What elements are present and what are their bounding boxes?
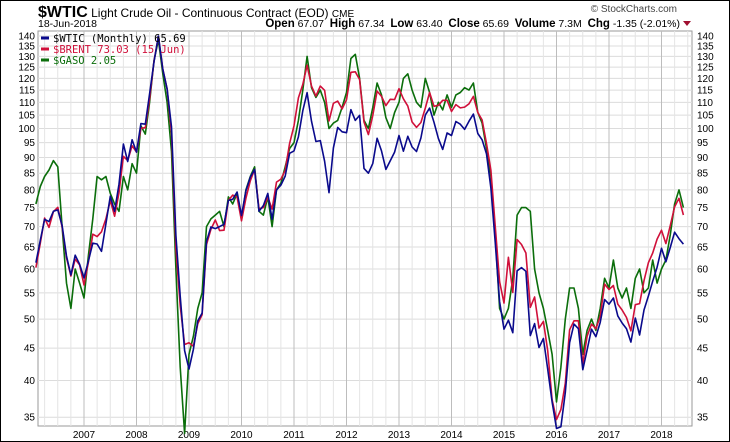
y-tick-label-right: 70 bbox=[697, 222, 709, 233]
y-tick-label-right: 100 bbox=[697, 124, 714, 135]
y-tick-label-right: 90 bbox=[697, 153, 709, 164]
x-tick-label: 2011 bbox=[283, 430, 305, 441]
series-line-brent bbox=[35, 35, 685, 421]
y-tick-label-left: 105 bbox=[18, 111, 35, 122]
y-tick-label-left: 65 bbox=[24, 242, 36, 253]
y-tick-label-left: 55 bbox=[24, 288, 36, 299]
chart-date: 18-Jun-2018 bbox=[38, 18, 97, 30]
x-tick-label: 2016 bbox=[545, 430, 568, 441]
y-tick-label-right: 120 bbox=[697, 74, 714, 85]
y-tick-label-left: 35 bbox=[24, 413, 36, 424]
y-tick-label-right: 110 bbox=[697, 98, 713, 109]
y-tick-label-left: 100 bbox=[18, 124, 35, 135]
change-label: Chg bbox=[587, 18, 610, 30]
down-triangle-icon bbox=[683, 21, 691, 26]
x-tick-label: 2007 bbox=[73, 430, 96, 441]
y-tick-label-right: 75 bbox=[697, 203, 709, 214]
y-tick-label-left: 70 bbox=[24, 222, 36, 233]
y-tick-label-left: 40 bbox=[24, 376, 36, 387]
legend-entry: $GASO 2.05 bbox=[53, 55, 116, 67]
x-tick-label: 2010 bbox=[230, 430, 253, 441]
y-tick-label-left: 130 bbox=[18, 52, 35, 63]
x-tick-label: 2009 bbox=[178, 430, 201, 441]
y-tick-label-left: 50 bbox=[24, 315, 36, 326]
close-value: 65.69 bbox=[482, 18, 509, 30]
x-tick-label: 2012 bbox=[335, 430, 358, 441]
y-tick-label-left: 80 bbox=[24, 185, 36, 196]
instrument-name: Light Crude Oil - Continuous Contract (E… bbox=[91, 6, 329, 20]
high-value: 67.34 bbox=[358, 18, 385, 30]
y-tick-label-right: 50 bbox=[697, 315, 709, 326]
y-tick-label-left: 120 bbox=[18, 74, 35, 85]
legend-entry: $BRENT 73.03 (15 Jun) bbox=[53, 44, 186, 56]
y-tick-label-right: 65 bbox=[697, 242, 709, 253]
y-tick-label-right: 35 bbox=[697, 413, 709, 424]
volume-label: Volume bbox=[514, 18, 556, 30]
y-tick-label-right: 130 bbox=[697, 52, 714, 63]
series-line-wtic bbox=[35, 35, 685, 430]
y-tick-label-left: 45 bbox=[24, 344, 36, 355]
y-tick-label-right: 85 bbox=[697, 169, 709, 180]
legend-entry: $WTIC (Monthly) 65.69 bbox=[53, 33, 186, 45]
x-tick-label: 2017 bbox=[598, 430, 621, 441]
y-tick-label-right: 140 bbox=[697, 32, 714, 43]
copyright: © StockCharts.com bbox=[590, 4, 677, 15]
y-tick-label-right: 105 bbox=[697, 111, 714, 122]
y-tick-label-left: 75 bbox=[24, 203, 36, 214]
chart-title: $WTIC Light Crude Oil - Continuous Contr… bbox=[38, 4, 354, 22]
y-tick-label-left: 90 bbox=[24, 153, 36, 164]
y-tick-label-left: 125 bbox=[18, 63, 35, 74]
y-tick-label-right: 55 bbox=[697, 288, 709, 299]
y-tick-label-right: 80 bbox=[697, 185, 709, 196]
high-label: High bbox=[329, 18, 356, 30]
low-value: 63.40 bbox=[416, 18, 443, 30]
y-tick-label-left: 110 bbox=[19, 98, 35, 109]
price-stats: Open 67.07 High 67.34 Low 63.40 Close 65… bbox=[265, 18, 691, 30]
y-tick-label-right: 115 bbox=[697, 86, 713, 97]
y-tick-label-right: 135 bbox=[697, 42, 714, 53]
exchange: CME bbox=[331, 9, 355, 20]
y-tick-label-left: 95 bbox=[24, 138, 36, 149]
y-tick-label-left: 115 bbox=[19, 86, 35, 97]
volume-value: 7.3M bbox=[558, 18, 582, 30]
x-tick-label: 2008 bbox=[125, 430, 148, 441]
low-label: Low bbox=[390, 18, 414, 30]
change-value: -1.35 (-2.01%) bbox=[612, 18, 680, 30]
y-tick-label-right: 45 bbox=[697, 344, 709, 355]
y-tick-label-left: 60 bbox=[24, 265, 36, 276]
y-tick-label-right: 40 bbox=[697, 376, 709, 387]
x-tick-label: 2013 bbox=[388, 430, 411, 441]
symbol: $WTIC bbox=[38, 4, 88, 21]
y-tick-label-left: 85 bbox=[24, 169, 36, 180]
open-value: 67.07 bbox=[297, 18, 324, 30]
x-tick-label: 2018 bbox=[650, 430, 673, 441]
open-label: Open bbox=[265, 18, 295, 30]
y-tick-label-left: 135 bbox=[18, 42, 35, 53]
y-tick-label-left: 140 bbox=[18, 32, 35, 43]
close-label: Close bbox=[448, 18, 480, 30]
y-tick-label-right: 125 bbox=[697, 63, 714, 74]
x-tick-label: 2015 bbox=[493, 430, 516, 441]
y-tick-label-right: 60 bbox=[697, 265, 709, 276]
y-tick-label-right: 95 bbox=[697, 138, 709, 149]
x-tick-label: 2014 bbox=[440, 430, 463, 441]
